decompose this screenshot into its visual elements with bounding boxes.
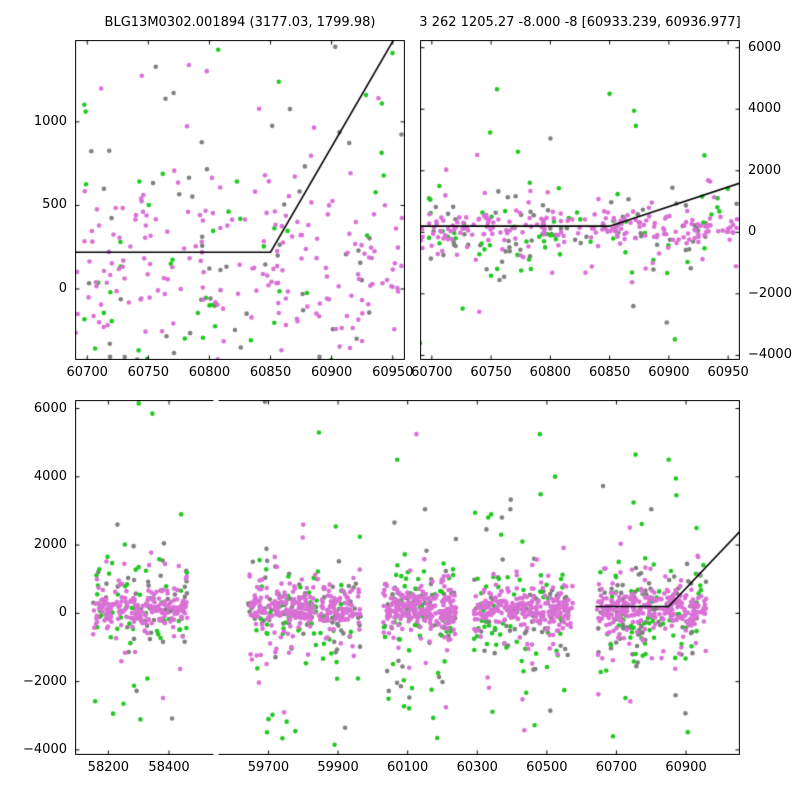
- subplot-top-right-canvas: [420, 40, 740, 360]
- y-tick-label: 4000: [33, 468, 67, 484]
- y-tick-label: 0: [58, 605, 67, 621]
- y-tick-label: 6000: [33, 400, 67, 416]
- x-tick-label: 60700: [595, 760, 638, 775]
- y-tick-label: 4000: [748, 101, 782, 117]
- y-tick-label: 500: [42, 197, 67, 213]
- x-tick-label: 60500: [526, 760, 568, 775]
- plot-title-left: BLG13M0302.001894 (3177.03, 1799.98): [104, 15, 376, 30]
- x-tick-label: 60800: [188, 365, 231, 380]
- x-tick-label: 60750: [127, 365, 169, 380]
- subplot-bottom-canvas: [75, 400, 740, 755]
- y-tick-label: −4000: [748, 347, 792, 363]
- y-tick-label: 2000: [33, 537, 67, 553]
- x-tick-label: 60900: [310, 365, 353, 380]
- y-tick-label: 2000: [748, 162, 782, 178]
- y-tick-label: −2000: [748, 285, 792, 301]
- x-tick-label: 60800: [529, 365, 572, 380]
- y-tick-label: −2000: [23, 673, 67, 689]
- x-tick-label: 60300: [456, 760, 498, 775]
- x-tick-label: 60700: [66, 365, 108, 380]
- y-tick-label: −4000: [23, 741, 67, 757]
- y-tick-label: 6000: [748, 39, 782, 55]
- x-tick-label: 58200: [87, 760, 130, 775]
- x-tick-label: 60950: [372, 365, 414, 380]
- x-tick-label: 60900: [665, 760, 707, 775]
- y-tick-label: 0: [58, 280, 67, 296]
- x-tick-label: 60100: [386, 760, 429, 775]
- plot-title-right: 3 262 1205.27 -8.000 -8 [60933.239, 6093…: [419, 15, 741, 30]
- x-tick-label: 60750: [470, 365, 512, 380]
- x-tick-label: 60900: [648, 365, 690, 380]
- x-tick-label: 60850: [249, 365, 292, 380]
- y-tick-label: 0: [748, 224, 757, 240]
- y-tick-label: 1000: [33, 113, 67, 129]
- x-tick-label: 60850: [588, 365, 631, 380]
- x-tick-label: 60700: [411, 365, 453, 380]
- subplot-top-left-canvas: [75, 40, 405, 360]
- x-tick-label: 59700: [247, 760, 290, 775]
- x-tick-label: 60950: [707, 365, 749, 380]
- x-tick-label: 58400: [148, 760, 190, 775]
- x-tick-label: 59900: [317, 760, 359, 775]
